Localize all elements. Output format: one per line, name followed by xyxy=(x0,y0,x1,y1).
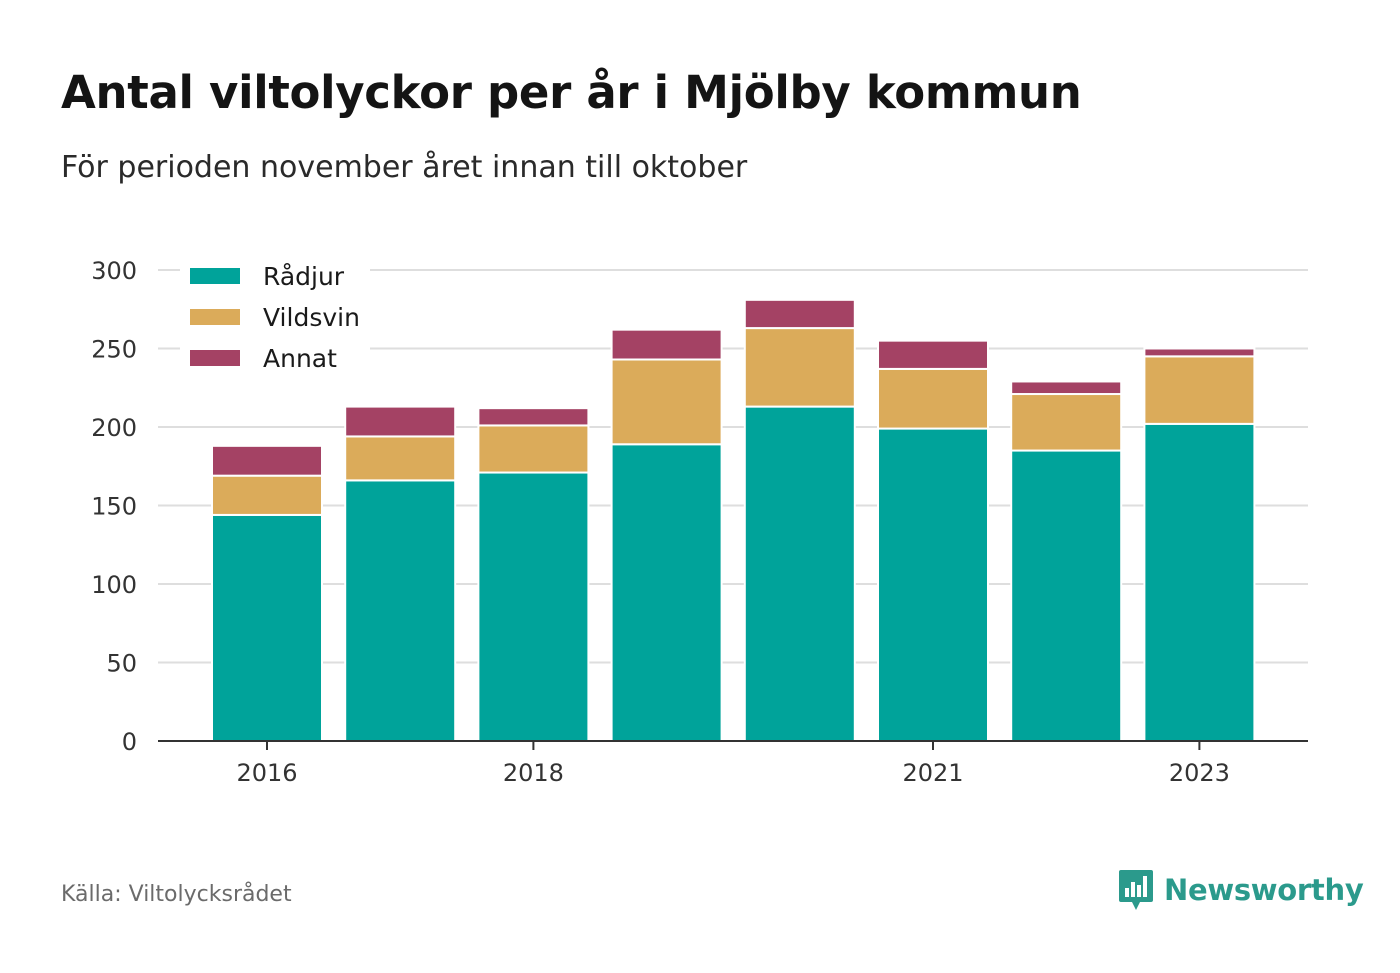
legend-label: Rådjur xyxy=(263,262,345,291)
stacked-bar-chart: 0 50 100 150 200 250 300 2016 2018 2021 2023 Rådjur… xyxy=(91,257,1308,787)
bar-annat-2017 xyxy=(344,405,457,438)
x-tick-label: 2016 xyxy=(236,759,297,787)
brand-name: Newsworthy xyxy=(1164,873,1364,907)
y-tick-label: 250 xyxy=(91,336,137,364)
bar-vildsvin-2016 xyxy=(211,474,323,516)
y-tick-label: 300 xyxy=(91,257,137,285)
bar-vildsvin-2017 xyxy=(344,435,457,482)
source-note: Källa: Viltolycksrådet xyxy=(61,882,292,907)
bar-vildsvin-2021 xyxy=(877,367,989,430)
chart-subtitle: För perioden november året innan till ok… xyxy=(61,150,748,185)
legend-swatch xyxy=(190,350,240,366)
y-tick-label: 50 xyxy=(106,650,137,678)
bar-annat-2018 xyxy=(477,407,590,427)
bar-r-djur-2016 xyxy=(211,513,323,742)
bar-r-djur-2017 xyxy=(344,479,457,742)
bar-annat-2023 xyxy=(1143,347,1256,358)
newsworthy-logo-icon xyxy=(1119,870,1153,910)
bar-vildsvin-2023 xyxy=(1143,355,1256,425)
x-tick-label: 2021 xyxy=(902,759,963,787)
bar-annat-2021 xyxy=(877,339,989,370)
y-tick-label: 0 xyxy=(122,728,137,756)
bar-r-djur-2018 xyxy=(477,471,590,742)
bar-r-djur-2023 xyxy=(1143,422,1256,742)
legend-swatch xyxy=(190,268,240,284)
bar-annat-2019 xyxy=(610,328,723,361)
bar-vildsvin-2020 xyxy=(743,327,856,408)
y-tick-label: 200 xyxy=(91,414,137,442)
bar-r-djur-2019 xyxy=(610,443,723,742)
legend-label: Annat xyxy=(263,344,337,373)
chart-title: Antal viltolyckor per år i Mjölby kommun xyxy=(61,66,1082,119)
y-tick-label: 150 xyxy=(91,493,137,521)
bar-r-djur-2021 xyxy=(877,427,989,742)
legend-label: Vildsvin xyxy=(263,303,360,332)
bar-r-djur-2022 xyxy=(1010,449,1123,742)
bar-vildsvin-2018 xyxy=(477,424,590,474)
y-tick-label: 100 xyxy=(91,571,137,599)
bar-r-djur-2020 xyxy=(743,405,856,742)
bar-vildsvin-2019 xyxy=(610,358,723,446)
legend-swatch xyxy=(190,309,240,325)
bar-vildsvin-2022 xyxy=(1010,393,1123,452)
bar-annat-2020 xyxy=(743,298,856,330)
bar-annat-2022 xyxy=(1010,380,1123,396)
x-tick-label: 2023 xyxy=(1169,759,1230,787)
brand-logo: Newsworthy xyxy=(1118,868,1364,912)
x-tick-label: 2018 xyxy=(503,759,564,787)
bar-annat-2016 xyxy=(211,444,323,477)
